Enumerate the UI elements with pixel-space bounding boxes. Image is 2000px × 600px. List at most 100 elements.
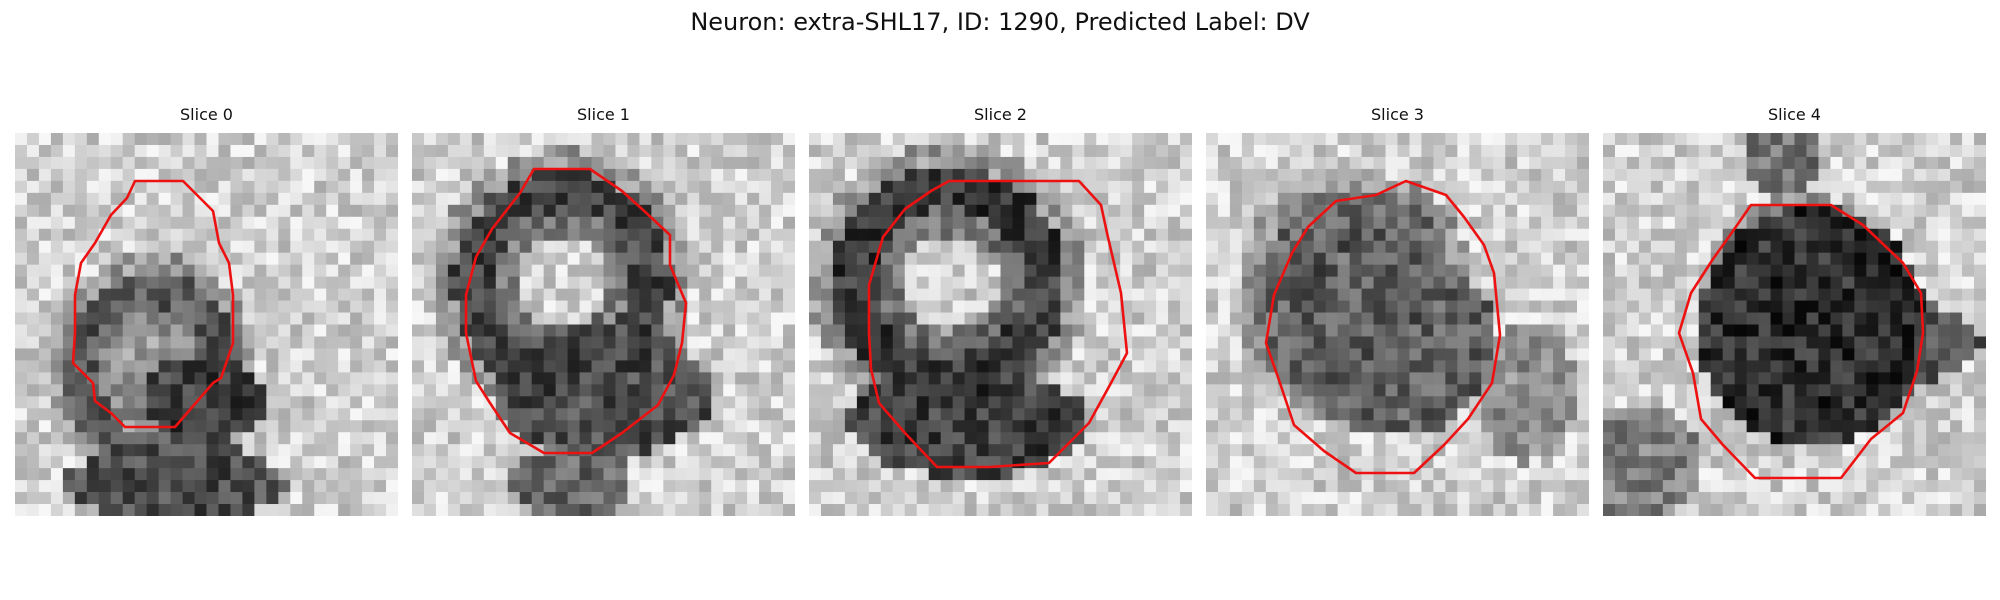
image-pixel [98,372,112,385]
image-pixel [326,480,339,493]
image-pixel [1120,396,1133,409]
image-pixel [868,456,882,469]
image-pixel [1878,216,1891,230]
image-pixel [1024,444,1037,457]
image-pixel [1577,312,1589,325]
image-pixel [483,504,497,516]
image-pixel [1866,408,1879,421]
image-pixel [880,456,894,469]
image-pixel [483,204,497,218]
image-pixel [1529,420,1542,433]
image-pixel [1529,192,1542,206]
image-pixel [1337,180,1351,194]
image-pixel [1603,456,1616,469]
image-pixel [1553,444,1566,457]
image-pixel [302,492,315,505]
image-pixel [1036,336,1049,349]
image-pixel [254,456,267,469]
image-pixel [1229,228,1243,242]
image-pixel [1842,144,1855,158]
image-pixel [1108,204,1121,218]
image-pixel [809,144,822,158]
image-pixel [856,432,870,445]
image-pixel [338,168,351,182]
image-pixel [1626,288,1640,301]
image-pixel [1132,312,1145,325]
image-pixel [1409,252,1422,266]
image-pixel [639,324,652,337]
image-pixel [206,324,219,337]
image-pixel [1060,180,1073,194]
image-pixel [350,288,363,301]
image-pixel [1505,228,1518,242]
image-pixel [1337,312,1351,325]
image-pixel [266,492,279,505]
image-pixel [832,144,846,158]
image-pixel [435,300,449,313]
image-pixel [735,312,748,325]
image-pixel [1060,168,1073,182]
image-pixel [1012,348,1025,361]
image-pixel [1866,133,1879,146]
image-pixel [675,360,688,373]
image-pixel [603,240,616,254]
image-pixel [483,288,497,301]
image-pixel [50,300,64,313]
image-pixel [110,456,124,469]
image-pixel [627,156,640,170]
image-pixel [194,288,207,301]
image-pixel [423,240,437,254]
image-pixel [868,468,882,481]
image-pixel [1144,144,1157,158]
image-pixel [1325,204,1339,218]
image-pixel [1782,252,1795,266]
image-pixel [302,288,315,301]
image-pixel [916,432,930,445]
image-pixel [844,480,858,493]
image-pixel [1337,168,1351,182]
image-pixel [412,456,425,469]
image-pixel [591,240,604,254]
image-pixel [1229,252,1243,266]
image-pixel [1650,204,1664,218]
image-pixel [651,372,664,385]
image-pixel [1036,228,1049,242]
image-pixel [820,156,834,170]
image-pixel [110,504,124,516]
image-pixel [615,264,628,278]
image-pixel [1421,216,1434,230]
image-pixel [302,456,315,469]
image-pixel [880,252,894,266]
image-pixel [976,492,989,505]
image-pixel [1409,204,1422,218]
image-pixel [988,336,1001,349]
image-pixel [1794,432,1807,445]
image-pixel [1710,144,1724,158]
image-pixel [1493,384,1506,397]
image-pixel [832,324,846,337]
image-pixel [122,360,136,373]
image-pixel [1902,312,1915,325]
image-pixel [687,276,700,289]
image-pixel [844,276,858,289]
image-pixel [1626,360,1640,373]
image-pixel [916,324,930,337]
image-pixel [1614,156,1628,170]
image-pixel [1180,492,1192,505]
image-pixel [326,144,339,158]
image-pixel [242,133,255,146]
image-pixel [254,444,267,457]
image-pixel [1794,384,1807,397]
image-pixel [1060,144,1073,158]
image-pixel [423,444,437,457]
image-pixel [206,156,219,170]
image-pixel [1168,384,1181,397]
image-pixel [1914,204,1927,218]
image-pixel [1253,300,1267,313]
image-pixel [98,504,112,516]
image-pixel [194,348,207,361]
image-pixel [809,420,822,433]
image-pixel [928,288,942,301]
image-pixel [122,468,136,481]
image-pixel [1156,252,1169,266]
